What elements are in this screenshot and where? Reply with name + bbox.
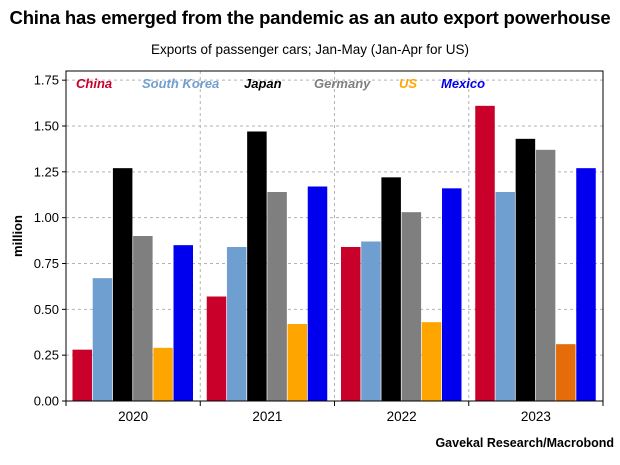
bar-mexico-2023	[576, 168, 596, 401]
legend-item: China	[76, 76, 112, 91]
bar-mexico-2022	[442, 188, 462, 401]
legend-item: Germany	[314, 76, 371, 91]
bar-germany-2021	[267, 192, 287, 401]
bar-us-2021	[287, 324, 308, 401]
y-tick-label: 1.00	[34, 210, 59, 225]
bar-china-2022	[341, 247, 361, 401]
legend-item: South Korea	[142, 76, 219, 91]
bar-us-2023	[556, 344, 576, 401]
bar-japan-2020	[112, 168, 133, 401]
bar-japan-2022	[381, 177, 401, 401]
bar-china-2020	[72, 349, 92, 401]
bar-japan-2023	[515, 138, 536, 402]
legend-item: US	[399, 76, 417, 91]
chart-subtitle: Exports of passenger cars; Jan-May (Jan-…	[150, 42, 470, 57]
y-tick-label: 0.25	[34, 348, 59, 363]
bar-south-korea-2020	[92, 278, 113, 401]
x-tick-label: 2021	[252, 409, 282, 424]
bar-south-korea-2022	[361, 241, 381, 401]
grid-lines	[66, 71, 603, 401]
y-tick-label: 0.50	[34, 302, 59, 317]
chart-title: China has emerged from the pandemic as a…	[9, 7, 611, 28]
y-tick-label: 0.00	[34, 394, 59, 409]
bar-china-2023	[475, 105, 495, 401]
legend-item: Mexico	[441, 76, 485, 91]
bar-south-korea-2023	[495, 192, 515, 401]
axes: 0.00 0.25 0.50 0.75 1.00 1.25 1.50 1.75 2020 2021…	[34, 73, 604, 424]
legend: China South Korea Japan Germany US Mexico	[76, 76, 485, 91]
bar-china-2021	[206, 296, 227, 401]
bar-us-2022	[421, 322, 442, 401]
y-tick-label: 1.50	[34, 119, 59, 134]
bar-mexico-2021	[307, 186, 328, 401]
bar-mexico-2020	[173, 245, 193, 401]
bar-germany-2020	[133, 236, 153, 401]
legend-item: Japan	[244, 76, 282, 91]
x-tick-label: 2020	[118, 409, 148, 424]
bar-germany-2023	[535, 149, 556, 401]
bar-japan-2021	[247, 131, 267, 401]
y-tick-label: 1.25	[34, 164, 59, 179]
source-note: Gavekal Research/Macrobond	[435, 436, 614, 450]
y-axis-label: million	[10, 215, 25, 257]
x-tick-label: 2023	[521, 409, 551, 424]
bar-us-2020	[153, 347, 173, 401]
y-tick-label: 0.75	[34, 256, 59, 271]
bar-group	[72, 105, 596, 402]
y-tick-label: 1.75	[34, 73, 59, 88]
x-tick-label: 2022	[387, 409, 417, 424]
bar-germany-2022	[401, 212, 422, 401]
bar-south-korea-2021	[226, 247, 247, 401]
